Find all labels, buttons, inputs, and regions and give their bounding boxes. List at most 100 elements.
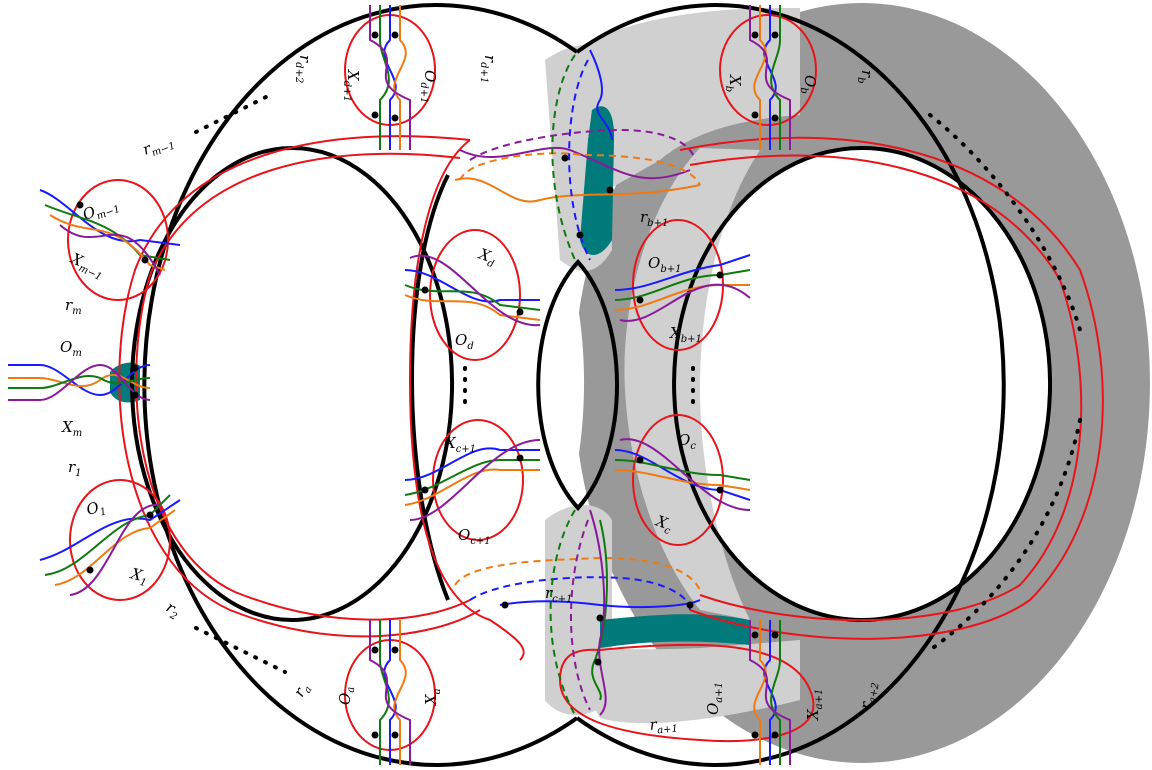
svg-text:ra+2: ra+2 bbox=[856, 680, 882, 711]
lens-outline bbox=[536, 259, 619, 511]
left-torus-handle-light-bottom bbox=[545, 505, 612, 715]
strand-orange-bottom-right bbox=[753, 620, 767, 765]
right-torus-light-band bbox=[624, 148, 760, 620]
red-circle-1 bbox=[69, 479, 171, 601]
svg-text:O1: O1 bbox=[84, 497, 107, 522]
strand-green-d bbox=[404, 284, 541, 311]
label-o-d: Od bbox=[455, 331, 474, 352]
label-x-a: Xa bbox=[422, 688, 443, 706]
dot bbox=[636, 456, 644, 464]
label-r-b1: rb+1 bbox=[640, 208, 668, 229]
strand-orange-top bbox=[393, 5, 407, 150]
right-torus-outer-outline bbox=[575, 3, 1006, 767]
strand-green-left-middle bbox=[8, 375, 151, 389]
teal-region-lower bbox=[600, 614, 750, 648]
dot bbox=[516, 308, 524, 316]
strand-purple-c bbox=[619, 438, 751, 511]
red-circle-c bbox=[632, 414, 724, 546]
strand-blue-c1 bbox=[404, 447, 540, 481]
svg-text:Oa+1: Oa+1 bbox=[704, 682, 725, 715]
dot bbox=[596, 614, 604, 622]
strand-blue-handle-dashed-bottom bbox=[469, 576, 691, 611]
label-x-d: Xd bbox=[475, 245, 499, 271]
dot bbox=[751, 31, 759, 39]
strand-blue-c bbox=[614, 449, 751, 501]
strand-blue-handle-bottom bbox=[499, 599, 701, 609]
strand-orange-c bbox=[614, 469, 751, 491]
dot bbox=[131, 391, 139, 399]
dot bbox=[576, 231, 584, 239]
label-o-c1: Oc+1 bbox=[458, 526, 491, 547]
strand-orange-top-right bbox=[753, 5, 767, 150]
dot bbox=[771, 731, 779, 739]
strand-orange-handle-dashed-top bbox=[459, 152, 701, 186]
label-x-1: X1 bbox=[127, 564, 150, 589]
red-circle-m1 bbox=[67, 179, 169, 301]
dot bbox=[141, 256, 149, 264]
dot bbox=[606, 186, 614, 194]
strand-orange-c1 bbox=[404, 468, 540, 506]
label-x-b1: Xb+1 bbox=[669, 324, 702, 345]
dot bbox=[371, 731, 379, 739]
red-circle-outer-right bbox=[679, 136, 1104, 640]
strand-purple-bottom bbox=[369, 620, 411, 765]
strand-green-handle-dashed-bottom bbox=[549, 509, 576, 716]
dot bbox=[751, 731, 759, 739]
strand-purple-handle-bottom bbox=[589, 509, 607, 716]
right-torus bbox=[560, 3, 1150, 763]
label-r-1: r1 bbox=[68, 458, 82, 479]
dot bbox=[561, 154, 569, 162]
dot bbox=[371, 646, 379, 654]
label-o-d1: Od+1 bbox=[418, 70, 439, 103]
strand-purple-m1 bbox=[59, 224, 161, 276]
red-handle-loop bbox=[408, 139, 525, 661]
dot bbox=[716, 486, 724, 494]
label-r-c1: rc+1 bbox=[545, 584, 573, 605]
strand-purple-left-middle bbox=[8, 363, 151, 401]
label-x-b: Xb bbox=[723, 74, 744, 92]
strand-green-c1 bbox=[404, 459, 540, 496]
strand-green-bottom-right bbox=[770, 620, 781, 765]
dot bbox=[421, 286, 429, 294]
dot bbox=[86, 566, 94, 574]
right-torus-inner-outline bbox=[672, 146, 1053, 622]
label-r-a1: ra+1 bbox=[649, 714, 679, 737]
label-r-d2: rd+2 bbox=[293, 55, 314, 83]
svg-text:X1: X1 bbox=[127, 564, 150, 589]
strand-green-handle-dashed-top bbox=[551, 54, 576, 261]
ellipsis-dots bbox=[194, 93, 1082, 674]
colored-strands bbox=[8, 5, 791, 765]
strand-green-top-right bbox=[770, 5, 781, 150]
ellipsis-top-left bbox=[194, 93, 272, 134]
label-o-c: Oc bbox=[678, 431, 696, 452]
strand-blue-top-right bbox=[763, 5, 777, 150]
strand-orange-handle-top bbox=[454, 177, 701, 203]
strand-purple-d bbox=[409, 254, 541, 327]
dot bbox=[751, 111, 759, 119]
svg-text:Xd+1: Xd+1 bbox=[341, 69, 362, 102]
dot bbox=[716, 271, 724, 279]
dot bbox=[516, 454, 524, 462]
svg-text:ra+1: ra+1 bbox=[649, 714, 679, 737]
dot bbox=[771, 631, 779, 639]
dot bbox=[594, 658, 602, 666]
strand-green-1 bbox=[44, 494, 171, 576]
strand-green-b1 bbox=[614, 269, 751, 301]
strand-orange-left-middle bbox=[8, 373, 151, 389]
label-r-d1: rd+1 bbox=[478, 55, 499, 83]
svg-text:Xd: Xd bbox=[475, 245, 499, 271]
dot bbox=[76, 201, 84, 209]
dot bbox=[421, 486, 429, 494]
strand-purple-1 bbox=[69, 503, 161, 596]
label-o-1: O1 bbox=[84, 497, 107, 522]
left-torus-surface bbox=[0, 3, 585, 764]
right-torus-light-bottom bbox=[560, 640, 800, 724]
strand-purple-handle-dashed-top bbox=[469, 128, 696, 161]
dot bbox=[501, 601, 509, 609]
strand-blue-top bbox=[383, 5, 397, 150]
svg-text:rd+2: rd+2 bbox=[293, 55, 314, 83]
label-r-a2: ra+2 bbox=[856, 680, 882, 711]
strand-blue-bottom bbox=[383, 620, 397, 765]
dot bbox=[636, 296, 644, 304]
